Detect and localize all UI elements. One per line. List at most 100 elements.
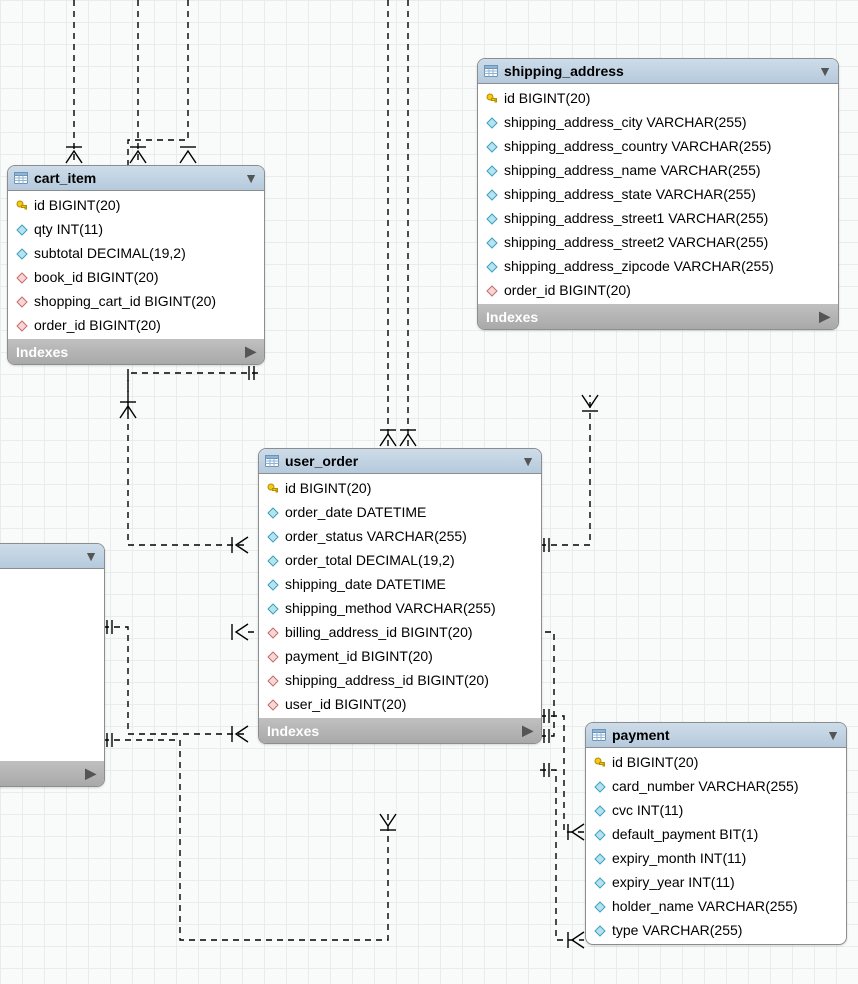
foreign-key-icon xyxy=(16,271,28,283)
field-label: shipping_address_name VARCHAR(255) xyxy=(504,162,761,178)
entity-cart-item[interactable]: cart_item ▼ id BIGINT(20) qty INT(11) su… xyxy=(7,165,265,365)
field-row[interactable]: shipping_address_state VARCHAR(255) xyxy=(478,182,838,206)
field-row[interactable]: qty INT(11) xyxy=(8,217,264,241)
entity-header[interactable]: cart_item ▼ xyxy=(8,166,264,191)
field-row[interactable]: payment_id BIGINT(20) xyxy=(259,644,541,668)
entity-shipping-address[interactable]: shipping_address ▼ id BIGINT(20) shippin… xyxy=(477,58,839,330)
indexes-row[interactable]: Indexes ▶ xyxy=(0,761,104,786)
field-row[interactable]: holder_name VARCHAR(255) xyxy=(586,894,846,918)
field-row[interactable]: card_number VARCHAR(255) xyxy=(586,774,846,798)
entity-header[interactable]: payment ▼ xyxy=(586,723,846,748)
foreign-key-icon xyxy=(267,626,279,638)
field-row[interactable]: shipping_address_street2 VARCHAR(255) xyxy=(478,230,838,254)
field-label: id BIGINT(20) xyxy=(34,197,120,213)
collapse-caret-icon[interactable]: ▼ xyxy=(818,63,832,79)
primary-key-icon xyxy=(267,482,279,494)
column-icon xyxy=(486,140,498,152)
field-label: user_id BIGINT(20) xyxy=(285,696,406,712)
field-row[interactable]: order_date DATETIME xyxy=(259,500,541,524)
entity-user-order[interactable]: user_order ▼ id BIGINT(20) order_date DA… xyxy=(258,448,542,744)
field-label: payment_id BIGINT(20) xyxy=(285,648,433,664)
field-row[interactable]: shipping_address_id BIGINT(20) xyxy=(259,668,541,692)
field-row[interactable]: id BIGINT(20) xyxy=(586,750,846,774)
field-row[interactable]: shopping_cart_id BIGINT(20) xyxy=(8,289,264,313)
foreign-key-icon xyxy=(16,295,28,307)
field-list: id BIGINT(20) order_date DATETIME order_… xyxy=(259,474,541,718)
column-icon xyxy=(594,924,606,936)
collapse-caret-icon[interactable]: ▼ xyxy=(84,548,98,564)
foreign-key-icon xyxy=(267,650,279,662)
column-icon xyxy=(267,602,279,614)
field-row[interactable]: shipping_date DATETIME xyxy=(259,572,541,596)
field-row[interactable]: order_total DECIMAL(19,2) xyxy=(259,548,541,572)
expand-arrow-icon[interactable]: ▶ xyxy=(522,722,533,739)
field-row[interactable]: ARCHAR(255) xyxy=(0,595,104,619)
column-icon xyxy=(594,852,606,864)
field-row[interactable]: cvc INT(11) xyxy=(586,798,846,822)
primary-key-icon xyxy=(486,92,498,104)
field-row[interactable]: subtotal DECIMAL(19,2) xyxy=(8,241,264,265)
column-icon xyxy=(486,260,498,272)
field-row[interactable]: shipping_method VARCHAR(255) xyxy=(259,596,541,620)
field-label: id BIGINT(20) xyxy=(612,754,698,770)
column-icon xyxy=(267,530,279,542)
field-label: expiry_month INT(11) xyxy=(612,850,746,866)
field-row[interactable]: id BIGINT(20) xyxy=(8,193,264,217)
expand-arrow-icon[interactable]: ▶ xyxy=(85,765,96,782)
field-row[interactable]: shipping_address_street1 VARCHAR(255) xyxy=(478,206,838,230)
entity-header[interactable]: ▼ xyxy=(0,544,104,569)
field-row[interactable]: user_id BIGINT(20) xyxy=(259,692,541,716)
field-row[interactable]: book_id BIGINT(20) xyxy=(8,265,264,289)
entity-header[interactable]: shipping_address ▼ xyxy=(478,59,838,84)
field-label: billing_address_id BIGINT(20) xyxy=(285,624,473,640)
indexes-row[interactable]: Indexes ▶ xyxy=(478,304,838,329)
field-row[interactable]: RCHAR(255) xyxy=(0,619,104,643)
field-label: cvc INT(11) xyxy=(612,802,683,818)
field-row[interactable]: id BIGINT(20) xyxy=(478,86,838,110)
collapse-caret-icon[interactable]: ▼ xyxy=(826,727,840,743)
field-label: shipping_method VARCHAR(255) xyxy=(285,600,496,616)
entity-payment[interactable]: payment ▼ id BIGINT(20) card_number VARC… xyxy=(585,722,847,945)
field-row[interactable]: billing_address_id BIGINT(20) xyxy=(259,620,541,644)
field-row[interactable]: default_payment BIT(1) xyxy=(586,822,846,846)
field-row[interactable]: type VARCHAR(255) xyxy=(586,918,846,942)
field-row[interactable]: ARCHAR(255) xyxy=(0,691,104,715)
field-row[interactable]: order_id BIGINT(20) xyxy=(478,278,838,302)
indexes-row[interactable]: Indexes ▶ xyxy=(259,718,541,743)
field-row[interactable]: expiry_month INT(11) xyxy=(586,846,846,870)
field-row[interactable]: id BIGINT(20) xyxy=(259,476,541,500)
field-label: shipping_address_street1 VARCHAR(255) xyxy=(504,210,768,226)
expand-arrow-icon[interactable]: ▶ xyxy=(245,343,256,360)
indexes-row[interactable]: Indexes ▶ xyxy=(8,339,264,364)
field-row[interactable]: shipping_address_name VARCHAR(255) xyxy=(478,158,838,182)
field-label: shipping_address_country VARCHAR(255) xyxy=(504,138,771,154)
field-label: qty INT(11) xyxy=(34,221,103,237)
field-label: order_id BIGINT(20) xyxy=(34,317,161,333)
column-icon xyxy=(486,164,498,176)
field-list: id BIGINT(20) card_number VARCHAR(255) c… xyxy=(586,748,846,944)
field-row[interactable]: shipping_address_city VARCHAR(255) xyxy=(478,110,838,134)
collapse-caret-icon[interactable]: ▼ xyxy=(244,170,258,186)
table-icon xyxy=(14,171,28,185)
collapse-caret-icon[interactable]: ▼ xyxy=(521,453,535,469)
entity-header[interactable]: user_order ▼ xyxy=(259,449,541,474)
foreign-key-icon xyxy=(486,284,498,296)
column-icon xyxy=(16,223,28,235)
field-row[interactable]: CHAR(255) xyxy=(0,735,104,759)
expand-arrow-icon[interactable]: ▶ xyxy=(819,308,830,325)
field-row[interactable]: HAR(255) xyxy=(0,571,104,595)
field-label: order_id BIGINT(20) xyxy=(504,282,631,298)
primary-key-icon xyxy=(594,756,606,768)
field-row[interactable]: order_id BIGINT(20) xyxy=(8,313,264,337)
entity-title: payment xyxy=(612,727,670,743)
entity-partial-left[interactable]: ▼ HAR(255)ARCHAR(255)RCHAR(255)RCHAR(255… xyxy=(0,543,105,787)
field-row[interactable]: order_status VARCHAR(255) xyxy=(259,524,541,548)
field-row[interactable]: shipping_address_zipcode VARCHAR(255) xyxy=(478,254,838,278)
field-row[interactable]: RCHAR(255) xyxy=(0,643,104,667)
field-label: expiry_year INT(11) xyxy=(612,874,735,890)
field-row[interactable]: shipping_address_country VARCHAR(255) xyxy=(478,134,838,158)
field-row[interactable]: expiry_year INT(11) xyxy=(586,870,846,894)
field-row[interactable] xyxy=(0,715,104,735)
field-label: order_status VARCHAR(255) xyxy=(285,528,467,544)
field-row[interactable]: RCHAR(255) xyxy=(0,667,104,691)
